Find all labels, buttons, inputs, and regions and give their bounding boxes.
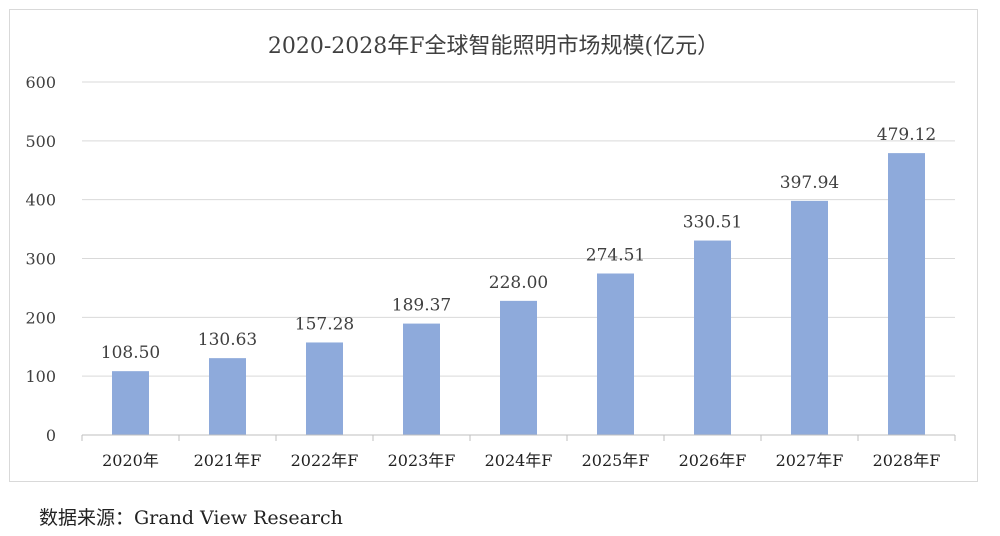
y-tick-label: 300	[25, 250, 56, 269]
data-label: 397.94	[780, 173, 839, 193]
data-label: 228.00	[489, 273, 548, 293]
x-tick-label: 2020年	[102, 451, 159, 470]
x-axis	[81, 434, 956, 441]
bars	[112, 153, 925, 435]
data-label: 108.50	[101, 343, 160, 363]
y-axis-ticks: 0 100 200 300 400 500 600	[25, 73, 56, 445]
y-tick-label: 500	[25, 132, 56, 151]
value-labels: 108.50 130.63 157.28 189.37 228.00 274.51 330.…	[101, 125, 936, 363]
x-tick-label: 2025年F	[582, 451, 650, 470]
data-label: 189.37	[392, 296, 451, 316]
bar	[500, 300, 537, 435]
bar	[403, 323, 440, 435]
bar	[209, 358, 246, 435]
x-tick-label: 2023年F	[388, 451, 456, 470]
bar	[597, 273, 634, 435]
x-tick-label: 2028年F	[873, 451, 941, 470]
bar	[694, 240, 731, 435]
y-tick-label: 200	[25, 308, 56, 327]
y-tick-label: 100	[25, 367, 56, 386]
y-tick-label: 0	[46, 426, 56, 445]
x-tick-label: 2026年F	[679, 451, 747, 470]
x-tick-label: 2024年F	[485, 451, 553, 470]
bar	[112, 371, 149, 435]
x-tick-label: 2022年F	[291, 451, 359, 470]
bar	[888, 153, 925, 435]
data-label: 330.51	[683, 213, 742, 233]
data-label: 479.12	[877, 125, 936, 145]
x-tick-label: 2021年F	[194, 451, 262, 470]
x-tick-label: 2027年F	[776, 451, 844, 470]
data-label: 130.63	[198, 330, 257, 350]
bar	[791, 200, 828, 435]
bar	[306, 342, 343, 435]
chart-title: 2020-2028年F全球智能照明市场规模(亿元）	[267, 34, 720, 59]
data-label: 274.51	[586, 245, 645, 265]
data-label: 157.28	[295, 314, 354, 334]
x-axis-ticks: 2020年 2021年F 2022年F 2023年F 2024年F 2025年F 2026年…	[102, 451, 940, 470]
y-tick-label: 400	[25, 191, 56, 210]
source-note: 数据来源：Grand View Research	[39, 507, 343, 529]
y-tick-label: 600	[25, 73, 56, 92]
